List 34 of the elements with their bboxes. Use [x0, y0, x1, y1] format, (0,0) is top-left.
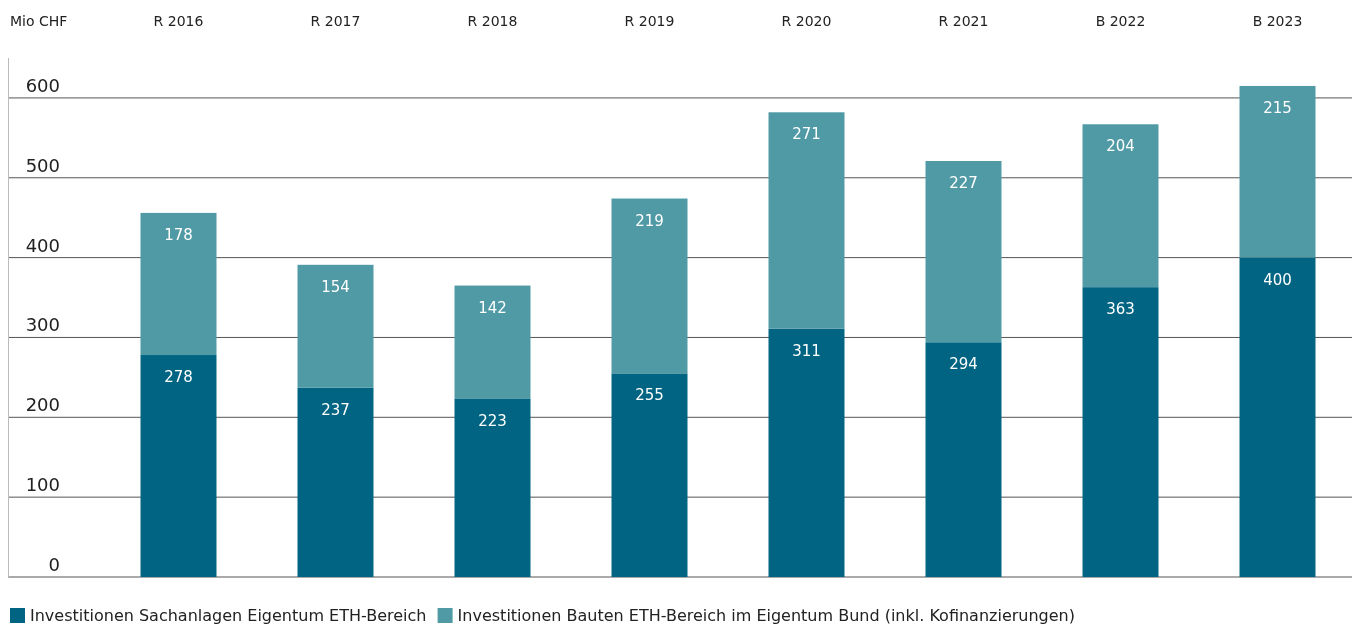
legend-label: Investitionen Sachanlagen Eigentum ETH-Bereich	[30, 606, 427, 625]
data-label: 154	[321, 277, 350, 296]
x-tick-label: R 2020	[781, 13, 832, 29]
data-label: 178	[164, 225, 193, 244]
data-label: 294	[949, 355, 978, 374]
data-label: 400	[1263, 270, 1292, 289]
x-tick-label: B 2023	[1252, 13, 1303, 29]
y-tick-label: 200	[25, 394, 60, 416]
x-tick-label: R 2017	[310, 13, 361, 29]
data-label: 255	[635, 386, 664, 405]
data-label: 227	[949, 174, 978, 192]
y-tick-label: 500	[25, 154, 60, 176]
data-label: 223	[478, 411, 507, 430]
data-label: 237	[321, 400, 350, 419]
y-tick-label: 300	[25, 314, 60, 336]
data-label: 219	[635, 211, 664, 230]
x-tick-label: R 2018	[467, 13, 518, 29]
x-tick-label: R 2016	[153, 13, 204, 29]
legend-label: Investitionen Bauten ETH-Bereich im Eigentum Bund (inkl. Kofinanzierungen)	[457, 606, 1075, 625]
data-label: 142	[478, 298, 507, 317]
x-tick-label: B 2022	[1095, 13, 1146, 29]
y-tick-label: 400	[25, 234, 60, 256]
y-tick-label: 600	[25, 74, 60, 96]
data-label: 311	[792, 341, 821, 360]
x-tick-label: R 2019	[624, 13, 675, 29]
y-axis-title: Mio CHF	[10, 13, 68, 29]
data-label: 363	[1106, 300, 1135, 319]
data-label: 204	[1106, 137, 1135, 156]
y-tick-label: 100	[25, 474, 60, 496]
data-label: 278	[164, 368, 193, 387]
y-tick-label: 0	[48, 554, 60, 575]
data-label: 215	[1263, 98, 1292, 117]
data-label: 271	[792, 125, 821, 144]
x-tick-label: R 2021	[938, 13, 989, 29]
